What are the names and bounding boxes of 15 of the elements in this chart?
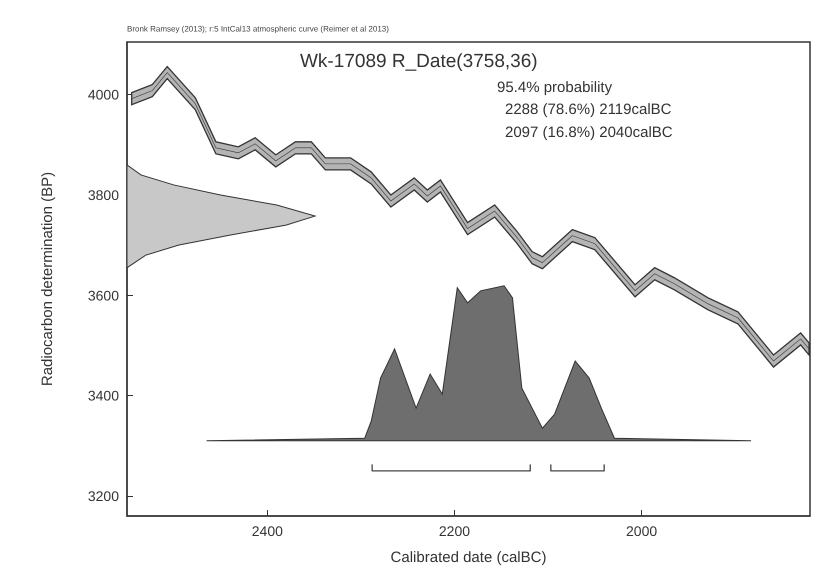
x-tick-label: 2200: [438, 523, 470, 539]
y-axis-title: Radiocarbon determination (BP): [39, 172, 56, 386]
y-tick-label: 3800: [88, 186, 120, 203]
y-tick-label: 4000: [88, 86, 120, 103]
x-tick-label: 2400: [252, 523, 284, 539]
y-tick-label: 3600: [88, 287, 120, 304]
annotation: 2288 (78.6%) 2119calBC: [505, 101, 672, 118]
text: Wk-17089 R_Date(3758,36): [300, 51, 538, 72]
chart-subtitle: Bronk Ramsey (2013); r:5 IntCal13 atmospheric curve (Reimer et al 2013): [127, 24, 390, 34]
annotation: 2097 (16.8%) 2040calBC: [505, 124, 673, 141]
annotation: 95.4% probability: [497, 79, 613, 96]
x-tick-label: 2000: [626, 523, 658, 539]
x-axis-title: Calibrated date (calBC): [390, 549, 546, 566]
y-tick-label: 3200: [88, 488, 120, 504]
y-tick-label: 3400: [88, 388, 120, 404]
